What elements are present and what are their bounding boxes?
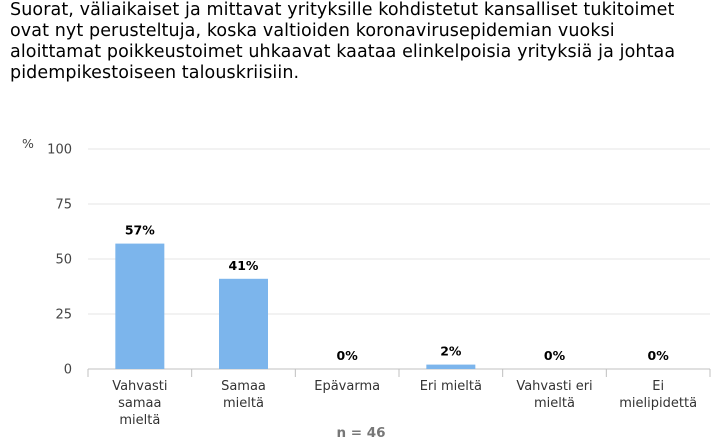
x-category-label: mieltä <box>119 413 160 428</box>
y-axis-ticks: 0 25 50 75 100 <box>47 143 72 378</box>
data-label: 41% <box>229 258 259 273</box>
x-category-label: Eri mieltä <box>420 379 482 394</box>
data-label: 0% <box>648 348 670 363</box>
bars <box>115 243 476 369</box>
x-category-label: mieltä <box>223 396 264 411</box>
y-tick-label: 50 <box>55 253 72 268</box>
x-category-label: Vahvasti eri <box>516 379 592 394</box>
sample-size-label: n = 46 <box>336 425 385 440</box>
data-label: 0% <box>544 348 566 363</box>
x-category-label: samaa <box>118 396 161 411</box>
x-axis: Vahvasti samaa mieltä Samaa mieltä Epävarma Er… <box>87 369 711 428</box>
data-labels: 57% 41% 0% 2% 0% 0% <box>125 223 669 363</box>
x-category-label: Samaa <box>221 379 266 394</box>
chart-title: Suorat, väliaikaiset ja mittavat yrityks… <box>10 0 676 83</box>
data-label: 2% <box>440 344 462 359</box>
y-axis-unit: % <box>22 136 34 151</box>
x-category-label: mielipidettä <box>619 396 697 411</box>
bar <box>426 364 476 369</box>
y-tick-label: 75 <box>55 198 72 213</box>
data-label: 0% <box>337 348 359 363</box>
y-tick-label: 25 <box>55 308 72 323</box>
x-category-label: Vahvasti <box>112 379 167 394</box>
y-tick-label: 0 <box>64 363 72 378</box>
x-category-label: Ei <box>652 379 664 394</box>
bar <box>115 243 165 369</box>
x-category-label: mieltä <box>534 396 575 411</box>
x-category-label: Epävarma <box>314 379 380 394</box>
y-tick-label: 100 <box>47 143 72 158</box>
data-label: 57% <box>125 223 155 238</box>
bar <box>219 278 268 369</box>
gridlines <box>88 148 710 370</box>
